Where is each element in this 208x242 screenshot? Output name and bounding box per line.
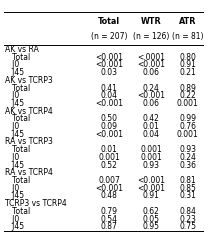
Text: <0.001: <0.001 — [137, 184, 165, 193]
Text: 0.001: 0.001 — [98, 153, 120, 162]
Text: <0.001: <0.001 — [95, 53, 123, 62]
Text: 0.21: 0.21 — [180, 68, 196, 77]
Text: Total: Total — [5, 145, 30, 154]
Text: 0.95: 0.95 — [142, 222, 159, 231]
Text: J45: J45 — [5, 99, 24, 108]
Text: <0.001: <0.001 — [137, 60, 165, 69]
Text: 0.79: 0.79 — [100, 207, 118, 216]
Text: ATR: ATR — [179, 16, 197, 25]
Text: 0.03: 0.03 — [100, 68, 118, 77]
Text: 0.89: 0.89 — [180, 83, 196, 92]
Text: 0.23: 0.23 — [180, 214, 196, 224]
Text: J45: J45 — [5, 222, 24, 231]
Text: J0: J0 — [5, 91, 19, 100]
Text: J45: J45 — [5, 68, 24, 77]
Text: 0.31: 0.31 — [180, 191, 196, 200]
Text: <0.001: <0.001 — [137, 176, 165, 185]
Text: 0.05: 0.05 — [142, 214, 159, 224]
Text: J0: J0 — [5, 184, 19, 193]
Text: Total: Total — [5, 176, 30, 185]
Text: AK vs RA: AK vs RA — [5, 45, 39, 54]
Text: 0.001: 0.001 — [140, 153, 162, 162]
Text: J0: J0 — [5, 214, 19, 224]
Text: 0.80: 0.80 — [180, 53, 196, 62]
Text: 0.06: 0.06 — [142, 99, 159, 108]
Text: J0: J0 — [5, 122, 19, 131]
Text: 0.001: 0.001 — [140, 145, 162, 154]
Text: 0.84: 0.84 — [180, 207, 196, 216]
Text: 0.001: 0.001 — [177, 130, 199, 139]
Text: 0.93: 0.93 — [179, 145, 196, 154]
Text: J45: J45 — [5, 130, 24, 139]
Text: <0.001: <0.001 — [95, 60, 123, 69]
Text: <.0001: <.0001 — [137, 53, 165, 62]
Text: 0.24: 0.24 — [142, 83, 159, 92]
Text: J0: J0 — [5, 60, 19, 69]
Text: 0.01: 0.01 — [142, 122, 159, 131]
Text: J45: J45 — [5, 191, 24, 200]
Text: <0.001: <0.001 — [95, 184, 123, 193]
Text: 0.42: 0.42 — [142, 114, 159, 123]
Text: WTR: WTR — [141, 16, 161, 25]
Text: Total: Total — [98, 16, 120, 25]
Text: 0.41: 0.41 — [100, 83, 118, 92]
Text: RA vs TCRP3: RA vs TCRP3 — [5, 137, 53, 146]
Text: (n = 81): (n = 81) — [172, 31, 204, 41]
Text: 0.93: 0.93 — [142, 161, 159, 170]
Text: 0.007: 0.007 — [98, 176, 120, 185]
Text: AK vs TCRP3: AK vs TCRP3 — [5, 76, 53, 85]
Text: 0.62: 0.62 — [142, 207, 159, 216]
Text: <0.001: <0.001 — [95, 130, 123, 139]
Text: J45: J45 — [5, 161, 24, 170]
Text: 0.04: 0.04 — [142, 130, 159, 139]
Text: 0.48: 0.48 — [100, 191, 118, 200]
Text: 0.01: 0.01 — [100, 145, 118, 154]
Text: 0.52: 0.52 — [100, 161, 118, 170]
Text: 0.99: 0.99 — [179, 114, 196, 123]
Text: 0.50: 0.50 — [100, 114, 118, 123]
Text: 0.76: 0.76 — [179, 122, 196, 131]
Text: Total: Total — [5, 83, 30, 92]
Text: TCRP3 vs TCRP4: TCRP3 vs TCRP4 — [5, 199, 67, 208]
Text: 0.54: 0.54 — [100, 214, 118, 224]
Text: (n = 207): (n = 207) — [91, 31, 127, 41]
Text: 0.91: 0.91 — [142, 191, 159, 200]
Text: 0.001: 0.001 — [177, 99, 199, 108]
Text: 0.09: 0.09 — [100, 122, 118, 131]
Text: J0: J0 — [5, 153, 19, 162]
Text: 0.85: 0.85 — [180, 184, 196, 193]
Text: <0.001: <0.001 — [95, 99, 123, 108]
Text: 0.75: 0.75 — [179, 222, 196, 231]
Text: Total: Total — [5, 207, 30, 216]
Text: RA vs TCRP4: RA vs TCRP4 — [5, 168, 53, 177]
Text: 0.22: 0.22 — [180, 91, 196, 100]
Text: 0.36: 0.36 — [179, 161, 196, 170]
Text: <0.001: <0.001 — [137, 91, 165, 100]
Text: 0.04: 0.04 — [100, 91, 118, 100]
Text: 0.06: 0.06 — [142, 68, 159, 77]
Text: (n = 126): (n = 126) — [133, 31, 169, 41]
Text: Total: Total — [5, 53, 30, 62]
Text: 0.91: 0.91 — [180, 60, 196, 69]
Text: AK vs TCRP4: AK vs TCRP4 — [5, 107, 53, 116]
Text: 0.24: 0.24 — [180, 153, 196, 162]
Text: 0.81: 0.81 — [180, 176, 196, 185]
Text: 0.87: 0.87 — [100, 222, 118, 231]
Text: Total: Total — [5, 114, 30, 123]
